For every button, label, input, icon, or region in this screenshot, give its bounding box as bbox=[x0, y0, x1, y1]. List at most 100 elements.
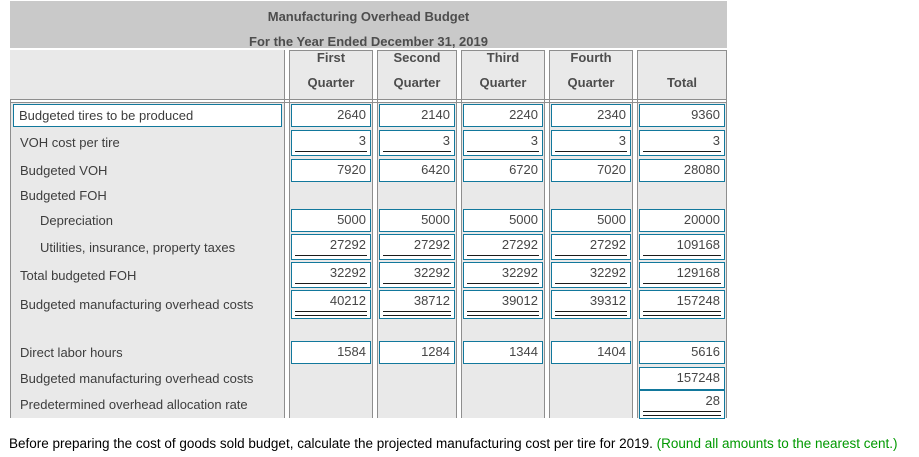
value-input[interactable]: 32292 bbox=[291, 262, 371, 288]
column-separator bbox=[373, 365, 377, 391]
value-input[interactable]: 28 bbox=[639, 390, 725, 419]
column-header-label: Quarter bbox=[307, 75, 355, 90]
value-input[interactable]: 3 bbox=[463, 129, 543, 156]
value-cell: 6420 bbox=[377, 157, 457, 183]
column-separator bbox=[457, 320, 461, 339]
column-separator bbox=[457, 128, 461, 157]
value-input[interactable]: 1284 bbox=[379, 340, 455, 364]
value-cell: 5616 bbox=[637, 339, 727, 365]
value-cell: 32292 bbox=[377, 261, 457, 289]
value-input[interactable]: 3 bbox=[379, 129, 455, 156]
column-header-label: Second bbox=[393, 50, 441, 65]
value-cell: 2240 bbox=[461, 103, 545, 128]
row-label-cell: Depreciation bbox=[10, 207, 285, 233]
value-input[interactable]: 40212 bbox=[291, 290, 371, 319]
value-input[interactable]: 27292 bbox=[551, 234, 631, 260]
column-header-label: Third bbox=[486, 50, 520, 65]
row-label-cell: Utilities, insurance, property taxes bbox=[10, 233, 285, 261]
row-label: Direct labor hours bbox=[20, 344, 123, 360]
value-input[interactable]: 157248 bbox=[639, 366, 725, 390]
column-separator bbox=[545, 365, 549, 391]
value-input[interactable]: 5000 bbox=[379, 208, 455, 232]
value-cell: 2340 bbox=[549, 103, 633, 128]
value-input[interactable]: 157248 bbox=[639, 290, 725, 319]
value-input[interactable]: 1584 bbox=[291, 340, 371, 364]
value-input[interactable]: 5000 bbox=[463, 208, 543, 232]
column-separator bbox=[285, 183, 289, 207]
budget-table: Manufacturing Overhead Budget For the Ye… bbox=[10, 1, 727, 419]
column-separator bbox=[633, 261, 637, 289]
value-input[interactable]: 109168 bbox=[639, 234, 725, 260]
value-input[interactable]: 27292 bbox=[379, 234, 455, 260]
value-cell: 3 bbox=[549, 128, 633, 157]
value-input[interactable]: 1404 bbox=[551, 340, 631, 364]
value-input[interactable]: 1344 bbox=[463, 340, 543, 364]
instruction-text: Before preparing the cost of goods sold … bbox=[9, 436, 898, 451]
row-label: Budgeted manufacturing overhead costs bbox=[20, 370, 254, 386]
value-input[interactable]: 9360 bbox=[639, 104, 725, 127]
column-separator bbox=[373, 50, 377, 99]
value-input[interactable]: 32292 bbox=[551, 262, 631, 288]
row-label-cell: Budgeted manufacturing overhead costs bbox=[10, 289, 285, 320]
value-input[interactable]: 3 bbox=[291, 129, 371, 156]
column-separator bbox=[285, 128, 289, 157]
row-label-cell: Budgeted FOH bbox=[10, 183, 285, 207]
value-input[interactable]: 7920 bbox=[291, 158, 371, 182]
value-input[interactable]: 38712 bbox=[379, 290, 455, 319]
column-separator bbox=[373, 233, 377, 261]
value-cell: 38712 bbox=[377, 289, 457, 320]
value-cell: 1584 bbox=[289, 339, 373, 365]
value-cell bbox=[549, 391, 633, 418]
value-input[interactable]: 2640 bbox=[291, 104, 371, 127]
column-separator bbox=[373, 157, 377, 183]
value-input[interactable]: 5000 bbox=[551, 208, 631, 232]
column-separator bbox=[457, 103, 461, 128]
value-cell: 6720 bbox=[461, 157, 545, 183]
value-input[interactable]: 27292 bbox=[291, 234, 371, 260]
value-input[interactable]: 20000 bbox=[639, 208, 725, 232]
column-separator bbox=[457, 261, 461, 289]
column-separator bbox=[285, 157, 289, 183]
value-cell: 32292 bbox=[461, 261, 545, 289]
column-header-label: Fourth bbox=[570, 50, 612, 65]
column-separator bbox=[545, 103, 549, 128]
value-cell: 109168 bbox=[637, 233, 727, 261]
row-label: Budgeted VOH bbox=[20, 162, 108, 178]
value-input[interactable]: 129168 bbox=[639, 262, 725, 288]
column-separator bbox=[373, 339, 377, 365]
header-divider bbox=[457, 99, 461, 103]
value-input[interactable]: 2240 bbox=[463, 104, 543, 127]
value-input[interactable]: 3 bbox=[639, 129, 725, 156]
row-label-cell: Budgeted VOH bbox=[10, 157, 285, 183]
value-input[interactable]: 39312 bbox=[551, 290, 631, 319]
value-input[interactable]: 5000 bbox=[291, 208, 371, 232]
value-cell: 40212 bbox=[289, 289, 373, 320]
row-label-cell: Budgeted manufacturing overhead costs bbox=[10, 365, 285, 391]
value-input[interactable]: 32292 bbox=[463, 262, 543, 288]
value-input[interactable]: 28080 bbox=[639, 158, 725, 182]
value-input[interactable]: 5616 bbox=[639, 340, 725, 364]
column-separator bbox=[545, 207, 549, 233]
column-header: Second Quarter bbox=[377, 50, 457, 99]
value-input[interactable]: 6720 bbox=[463, 158, 543, 182]
column-separator bbox=[545, 157, 549, 183]
column-header: Fourth Quarter bbox=[549, 50, 633, 99]
value-input[interactable]: 7020 bbox=[551, 158, 631, 182]
value-input[interactable]: 6420 bbox=[379, 158, 455, 182]
value-input[interactable]: 39012 bbox=[463, 290, 543, 319]
value-input[interactable]: 3 bbox=[551, 129, 631, 156]
row-label-input[interactable]: Budgeted tires to be produced bbox=[13, 104, 282, 127]
value-input[interactable]: 2140 bbox=[379, 104, 455, 127]
table-title-band: Manufacturing Overhead Budget For the Ye… bbox=[10, 1, 727, 49]
value-input[interactable]: 27292 bbox=[463, 234, 543, 260]
column-separator bbox=[633, 183, 637, 207]
value-input[interactable]: 32292 bbox=[379, 262, 455, 288]
column-separator bbox=[285, 339, 289, 365]
column-separator bbox=[457, 391, 461, 418]
column-separator bbox=[285, 289, 289, 320]
column-separator bbox=[545, 339, 549, 365]
value-cell: 5000 bbox=[377, 207, 457, 233]
column-separator bbox=[457, 183, 461, 207]
value-cell: 157248 bbox=[637, 289, 727, 320]
value-input[interactable]: 2340 bbox=[551, 104, 631, 127]
